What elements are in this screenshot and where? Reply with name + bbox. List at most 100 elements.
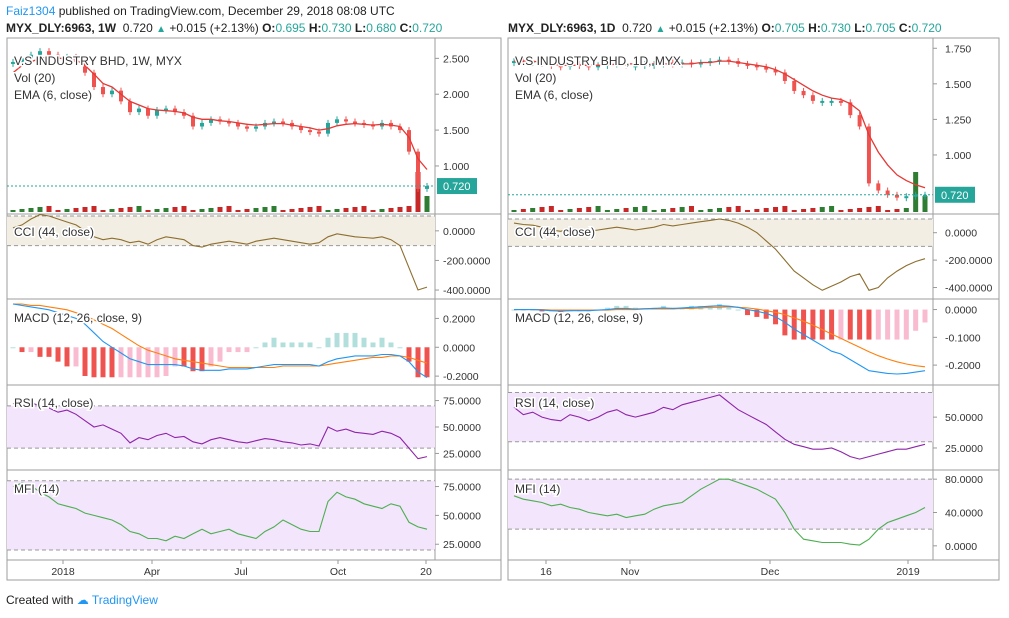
up-triangle-icon: ▲: [156, 24, 166, 35]
left-volume-legend: Vol (20): [14, 71, 55, 85]
left-volume-bar: [424, 196, 430, 212]
tradingview-logo-icon[interactable]: ☁: [76, 593, 89, 607]
left-candle: [407, 130, 411, 152]
left-candle: [191, 115, 195, 127]
right-volume-bar: [548, 206, 554, 212]
right-volume-bar: [754, 209, 760, 212]
right-macd-histogram-bar: [885, 309, 891, 340]
right-macd-histogram-bar: [791, 309, 797, 340]
right-rsi-tick-label: 50.0000: [945, 412, 983, 424]
left-open: 0.695: [275, 21, 306, 35]
left-volume-bar: [91, 206, 97, 212]
right-volume-bar: [567, 209, 573, 212]
left-macd-histogram-bar: [10, 347, 16, 349]
left-cci-line: [12, 214, 428, 291]
left-volume-bar: [37, 207, 43, 212]
publish-header: Faiz1304 published on TradingView.com, D…: [6, 4, 395, 18]
right-high: 0.730: [820, 21, 851, 35]
left-macd-histogram-bar: [334, 332, 340, 348]
left-macd-histogram-bar: [100, 347, 106, 378]
left-candle: [425, 186, 429, 189]
left-macd-signal-line: [13, 303, 428, 369]
left-volume-bar: [82, 207, 88, 212]
left-price-badge-box: [437, 178, 477, 195]
right-volume-bar: [726, 207, 732, 212]
right-volume-bar: [604, 210, 610, 212]
left-candle: [20, 58, 24, 62]
right-price-badge-box: [935, 186, 975, 203]
right-volume-bar: [679, 207, 685, 212]
left-macd-histogram-bar: [181, 347, 187, 367]
right-volume-bar: [819, 207, 825, 212]
left-macd-histogram-bar: [343, 332, 349, 348]
right-candle: [558, 65, 563, 68]
left-volume-bar: [343, 208, 349, 212]
left-rsi-tick-label: 75.0000: [443, 396, 481, 408]
left-macd-tick-label: -0.2000: [443, 371, 479, 383]
right-frame: [507, 37, 1000, 581]
left-macd-legend: MACD (12, 26, close, 9): [14, 311, 142, 325]
left-macd-histogram-bar: [127, 347, 133, 378]
left-candle: [110, 90, 114, 95]
left-x-tick-label: Oct: [330, 566, 346, 578]
left-candle: [119, 90, 123, 102]
left-cci-tick-label: -200.0000: [443, 255, 490, 267]
right-price-badge: 0.720: [941, 190, 969, 202]
right-volume-bar: [894, 209, 900, 212]
right-mfi-tick-label: 80.0000: [945, 474, 983, 486]
tradingview-brand[interactable]: TradingView: [91, 593, 158, 607]
right-volume-bar: [595, 206, 601, 212]
left-h-label: H:: [308, 21, 322, 35]
right-candle: [764, 66, 769, 70]
left-candle: [83, 61, 87, 73]
left-macd-histogram-bar: [298, 342, 304, 348]
left-volume-bar: [181, 206, 187, 212]
left-macd-histogram-bar: [253, 347, 259, 349]
right-macd-tick-label: -0.1000: [945, 332, 981, 344]
right-candle: [885, 190, 890, 195]
right-rsi-legend: RSI (14, close): [515, 396, 594, 410]
left-macd-histogram-bar: [271, 337, 277, 348]
right-macd-histogram-bar: [614, 305, 620, 310]
left-volume-bar: [370, 210, 376, 212]
left-macd-histogram-bar: [235, 347, 241, 353]
right-price: 0.720: [622, 21, 653, 35]
left-candle: [47, 51, 51, 55]
left-macd-histogram-bar: [370, 342, 376, 348]
left-macd-histogram-bar: [280, 342, 286, 348]
right-candle: [866, 126, 871, 184]
right-volume-bar: [576, 208, 582, 212]
left-macd-histogram-bar: [109, 347, 115, 378]
right-o-label: O:: [761, 21, 775, 35]
right-volume-bar: [586, 207, 592, 212]
right-volume-bar: [698, 210, 704, 212]
right-mfi-line: [513, 478, 926, 546]
left-cci-band: [7, 216, 435, 246]
left-high: 0.730: [321, 21, 352, 35]
right-candle: [801, 90, 806, 96]
left-volume-bar: [127, 207, 133, 212]
right-volume-bar: [922, 196, 928, 212]
right-price-tick-label: 1.750: [945, 43, 971, 55]
left-volume-bar: [109, 209, 115, 212]
right-candle: [633, 65, 638, 68]
right-cci-tick-label: -400.0000: [945, 283, 992, 295]
right-c-label: C:: [898, 21, 912, 35]
left-macd-histogram-bar: [154, 347, 160, 378]
left-candle: [398, 126, 402, 131]
left-cci-tick-label: 0.0000: [443, 226, 475, 238]
left-volume-bar: [100, 210, 106, 212]
right-macd-histogram-bar: [866, 309, 872, 340]
right-volume-bar: [847, 209, 853, 212]
right-volume-bar: [903, 208, 909, 212]
left-macd-histogram-bar: [424, 347, 430, 378]
right-candle: [829, 100, 834, 103]
left-x-tick-label: 2018: [51, 566, 75, 578]
publisher-name[interactable]: Faiz1304: [6, 4, 56, 18]
right-macd-histogram-bar: [604, 307, 610, 310]
left-x-tick-label: 20: [420, 566, 432, 578]
right-macd-legend: MACD (12, 26, close, 9): [515, 311, 643, 325]
right-volume-bar: [782, 206, 788, 212]
left-candle: [281, 121, 285, 124]
